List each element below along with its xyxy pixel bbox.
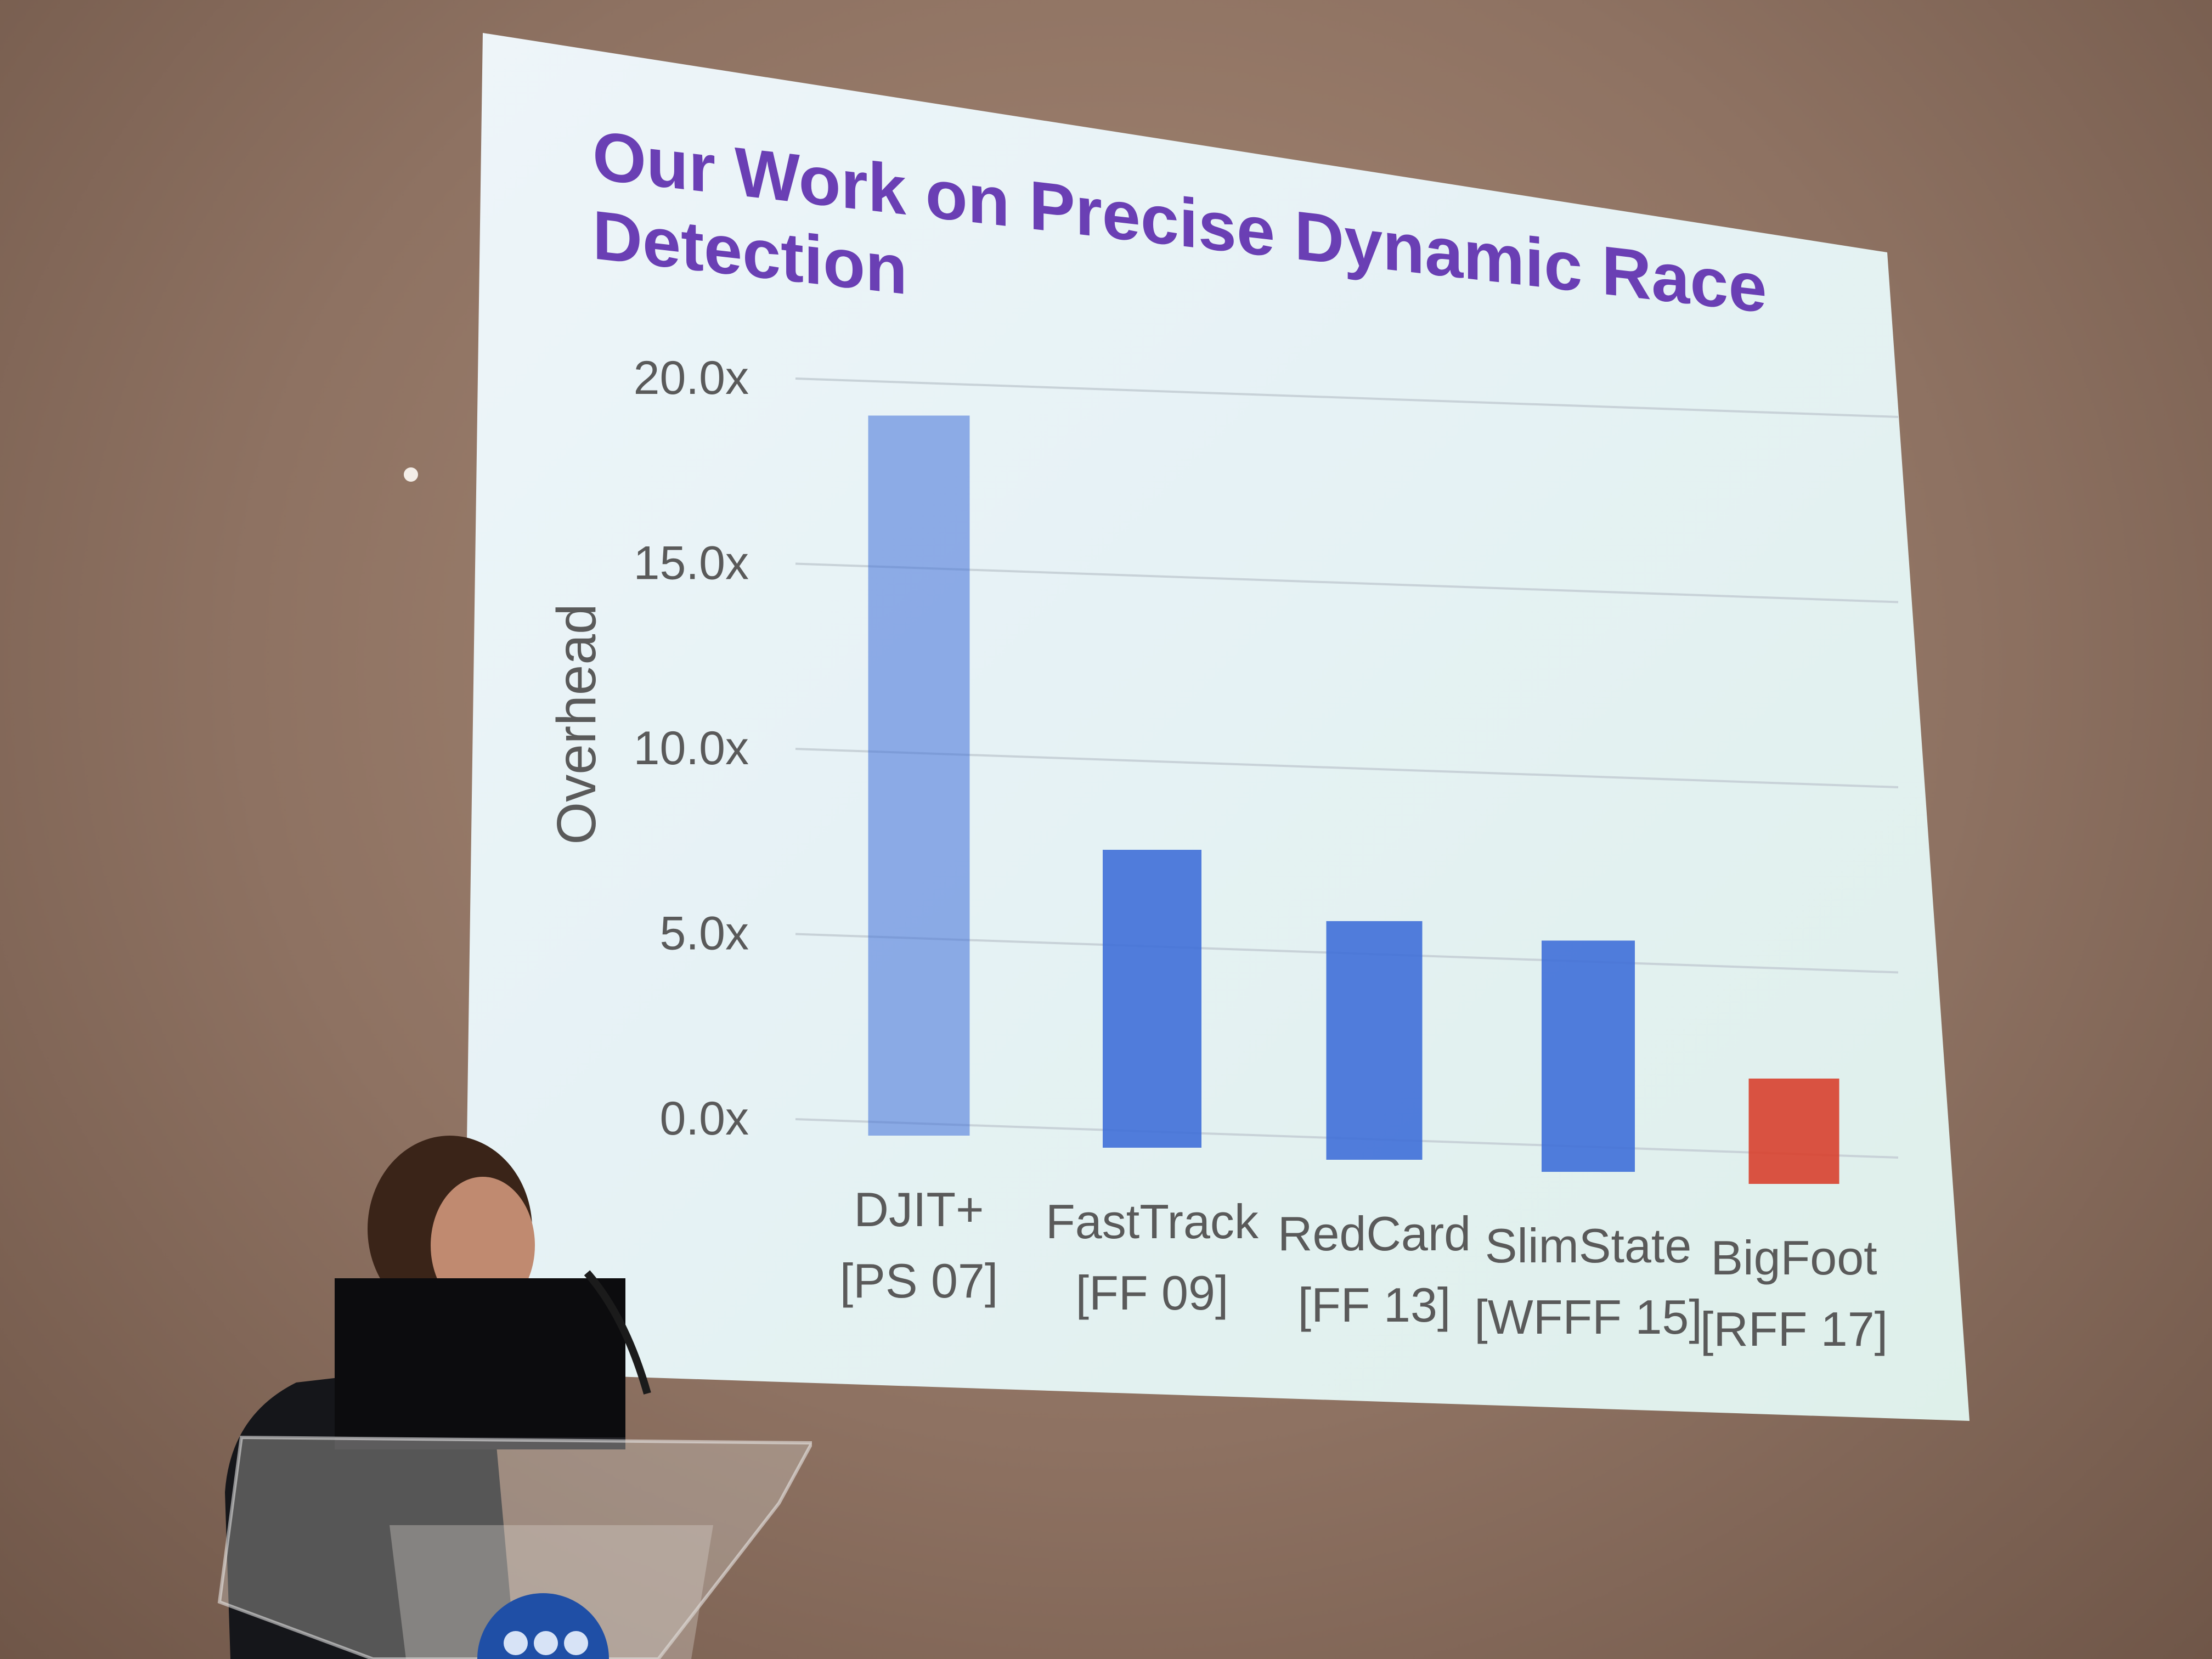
bar-redcard — [1326, 921, 1423, 1160]
category-citation: [FF 09] — [1076, 1266, 1229, 1320]
category-label: BigFoot — [1711, 1231, 1877, 1285]
laptop — [335, 1278, 625, 1443]
y-tick-label: 10.0x — [634, 722, 749, 775]
y-tick-label: 20.0x — [634, 352, 749, 404]
category-label: RedCard — [1278, 1206, 1471, 1261]
bar-bigfoot — [1748, 1079, 1839, 1184]
bar-fasttrack — [1103, 850, 1201, 1148]
podium — [217, 1435, 812, 1659]
gridline — [795, 562, 1899, 603]
category-label: FastTrack — [1046, 1194, 1259, 1249]
bar-djit- — [868, 415, 970, 1136]
ceiling-light-dot — [404, 467, 418, 482]
category-citation: [PS 07] — [840, 1254, 998, 1308]
y-axis-label: Overhead — [546, 603, 607, 844]
y-tick-label: 5.0x — [659, 907, 749, 960]
microphone — [584, 1270, 651, 1395]
bar-slimstate — [1542, 940, 1635, 1172]
category-citation: [RFF 17] — [1700, 1302, 1888, 1356]
category-citation: [WFFF 15] — [1474, 1290, 1702, 1344]
y-tick-label: 0.0x — [659, 1092, 749, 1145]
speaker-and-podium — [208, 1108, 812, 1659]
gridline — [795, 748, 1899, 788]
category-citation: [FF 13] — [1298, 1278, 1451, 1332]
gridline — [795, 377, 1899, 418]
y-tick-label: 15.0x — [634, 537, 749, 590]
category-label: DJIT+ — [854, 1182, 984, 1237]
category-label: SlimState — [1485, 1218, 1692, 1273]
